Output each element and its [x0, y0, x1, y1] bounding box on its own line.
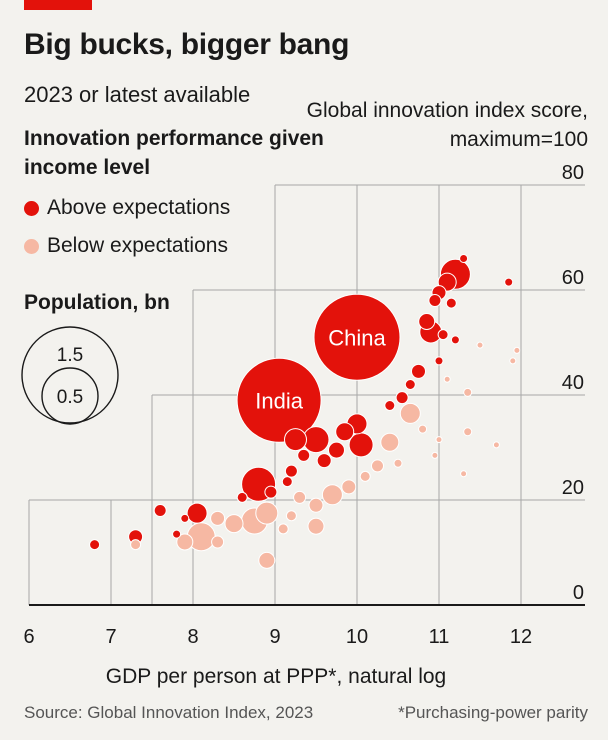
bubble-below-expectations [224, 514, 244, 534]
footnote: *Purchasing-power parity [398, 703, 588, 722]
bubble-below-expectations [176, 533, 194, 551]
bubble-below-expectations [435, 436, 443, 444]
x-axis-title: GDP per person at PPP*, natural log [106, 665, 446, 688]
y-tick-label: 20 [562, 477, 584, 499]
bubble-below-expectations [371, 459, 384, 473]
bubble-above-expectations [236, 491, 248, 503]
bubble-below-expectations [211, 535, 225, 549]
bubble-above-expectations [504, 277, 514, 287]
bubble-below-expectations [277, 523, 289, 535]
bubble-below-expectations [258, 551, 276, 569]
y-tick-label: 80 [562, 162, 584, 184]
bubble-below-expectations [359, 470, 371, 482]
y-tick-label: 40 [562, 372, 584, 394]
bubble-above-expectations [281, 476, 293, 488]
bubble-above-expectations [284, 464, 298, 478]
bubble-below-expectations [509, 357, 517, 365]
source-note: Source: Global Innovation Index, 2023 [24, 703, 314, 722]
size-legend-circle-large [21, 326, 119, 424]
y-tick-label: 0 [573, 582, 584, 604]
x-tick-label: 11 [429, 626, 450, 648]
bubble-above-expectations [384, 400, 396, 411]
size-legend-large-value: 1.5 [57, 345, 83, 366]
x-tick-label: 6 [23, 626, 34, 648]
bubble-below-expectations [431, 451, 439, 459]
bubble-above-expectations [89, 539, 101, 551]
bubble-below-expectations [307, 517, 325, 535]
x-tick-label: 10 [346, 626, 368, 648]
bubble-below-expectations [255, 501, 279, 525]
bubble-below-expectations [463, 427, 473, 437]
bubble-above-expectations [437, 329, 449, 341]
bubble-above-expectations [445, 297, 457, 309]
bubble-above-expectations [404, 379, 416, 390]
bubble-above-expectations [172, 529, 182, 539]
bubble-below-expectations [443, 375, 451, 383]
x-tick-label: 12 [510, 626, 532, 648]
bubble-below-expectations [380, 432, 400, 452]
bubble-below-expectations [393, 458, 403, 468]
bubble-below-expectations [463, 387, 473, 397]
bubble-below-expectations [513, 346, 521, 354]
legend-label-above: Above expectations [47, 196, 231, 219]
bubble-label-china: China [328, 325, 386, 350]
bubble-below-expectations [341, 479, 357, 495]
bubble-above-expectations [297, 448, 311, 462]
size-legend-circle-small [41, 367, 99, 425]
bubble-below-expectations [460, 470, 468, 478]
chart-title: Big bucks, bigger bang [24, 28, 350, 61]
bubble-below-expectations [476, 341, 484, 349]
bubble-above-expectations [328, 441, 345, 459]
y-axis-title: Global innovation index score, maximum=1… [306, 99, 588, 151]
chart-subtitle: 2023 or latest available [24, 82, 251, 107]
bubble-label-india: India [255, 388, 303, 413]
bubble-below-expectations [492, 441, 500, 449]
bubble-above-expectations [434, 356, 444, 366]
bubble-above-expectations [180, 513, 190, 523]
bubble-above-expectations [284, 428, 307, 452]
legend-dot-above [24, 200, 39, 216]
legend-item-below: Below expectations [24, 234, 228, 258]
bubble-china [313, 293, 401, 381]
bubble-above-expectations [418, 313, 436, 330]
bubble-above-expectations [335, 422, 355, 442]
legend-label-below: Below expectations [47, 234, 228, 257]
legend-title: Innovation performance given income leve… [24, 127, 324, 179]
bubble-below-expectations [321, 484, 343, 506]
bubble-above-expectations [395, 391, 409, 405]
size-legend-small-value: 0.5 [57, 387, 83, 408]
x-tick-label: 7 [105, 626, 116, 648]
bubble-below-expectations [293, 490, 307, 504]
bubble-above-expectations [153, 504, 167, 517]
y-tick-label: 60 [562, 267, 584, 289]
bubble-below-expectations [285, 510, 297, 522]
x-tick-label: 9 [269, 626, 280, 648]
bubble-india [236, 357, 322, 443]
bubble-above-expectations [186, 502, 208, 524]
legend-dot-below [24, 238, 39, 254]
bubble-above-expectations [450, 335, 460, 345]
bubble-below-expectations [130, 539, 142, 551]
legend-item-above: Above expectations [24, 196, 230, 220]
bubble-above-expectations [411, 363, 426, 379]
bubble-above-expectations [428, 294, 442, 307]
x-tick-label: 8 [187, 626, 198, 648]
bubble-above-expectations [264, 485, 278, 499]
bubble-below-expectations [399, 402, 421, 424]
size-legend-title: Population, bn [24, 291, 170, 314]
bubble-above-expectations [459, 254, 469, 263]
bubble-below-expectations [308, 497, 324, 513]
bubble-below-expectations [210, 510, 226, 526]
brand-red-tag [24, 0, 92, 10]
bubble-below-expectations [418, 424, 428, 434]
bubble-above-expectations [316, 453, 332, 469]
